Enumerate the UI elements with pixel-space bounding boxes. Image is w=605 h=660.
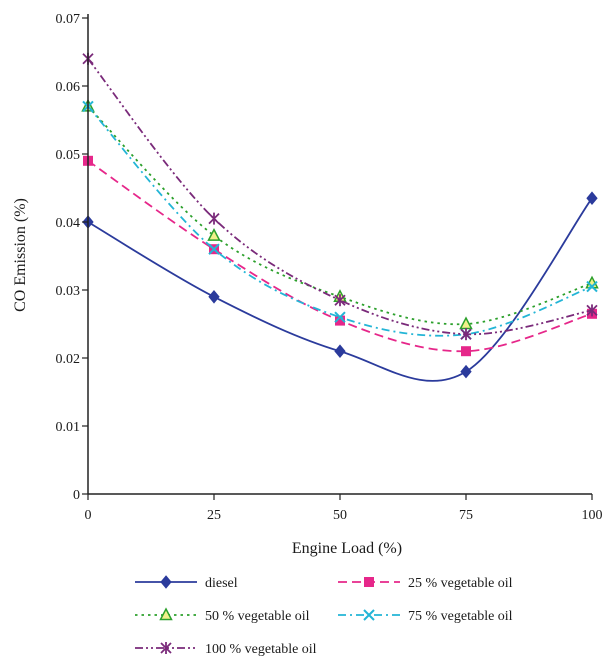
ticks: 0 0.01 0.02 0.03 0.04 0.05 0.06 0.07 0 25 50 75 100: [56, 12, 603, 523]
legend-marker: [363, 609, 375, 621]
legend-marker: [364, 577, 374, 587]
series-3-point-2: [334, 311, 346, 323]
y-tick-label: 0: [73, 488, 80, 503]
series-4-point-2: [334, 294, 346, 307]
legend-label: 100 % vegetable oil: [205, 642, 317, 657]
series-0-point-2: [334, 344, 346, 358]
legend-label: diesel: [205, 576, 238, 591]
series-4-point-3: [460, 328, 472, 341]
series-line-3: [87, 105, 593, 337]
y-axis-title: CO Emission (%): [12, 198, 29, 312]
x-tick-label: 25: [207, 508, 221, 523]
series-line-4: [87, 58, 593, 336]
legend-label: 50 % vegetable oil: [205, 609, 310, 624]
legend-item: 100 % vegetable oil: [135, 642, 317, 657]
legend-marker: [159, 607, 173, 621]
series-0-point-3: [460, 364, 472, 379]
series-4-point-1: [208, 212, 220, 225]
legend-item: 75 % vegetable oil: [338, 609, 513, 624]
y-tick-label: 0.01: [56, 420, 81, 435]
y-tick-label: 0.03: [56, 284, 81, 299]
axes: [87, 14, 592, 495]
legend-item: 25 % vegetable oil: [338, 576, 513, 591]
series-0-point-1: [208, 290, 220, 304]
y-tick-label: 0.04: [56, 216, 81, 231]
plot-area: [81, 52, 599, 382]
y-tick-label: 0.05: [56, 148, 81, 163]
legend-item: 50 % vegetable oil: [135, 607, 310, 624]
x-tick-label: 100: [582, 508, 603, 523]
series-4-point-4: [586, 304, 598, 317]
series-3-point-1: [208, 243, 220, 255]
legend-item: diesel: [135, 575, 238, 591]
x-tick-label: 75: [459, 508, 473, 523]
y-tick-label: 0.07: [56, 12, 81, 27]
legend-marker: [160, 575, 172, 589]
legend-label: 75 % vegetable oil: [408, 609, 513, 624]
legend: diesel 25 % vegetable oil 50 % vegetable o…: [135, 575, 513, 657]
x-axis-title: Engine Load (%): [292, 540, 402, 557]
series-line-0: [87, 197, 593, 382]
series-2-point-1: [207, 227, 221, 241]
series-0-point-4: [586, 191, 598, 205]
legend-label: 25 % vegetable oil: [408, 576, 513, 591]
legend-marker: [160, 642, 172, 654]
x-tick-label: 50: [333, 508, 347, 523]
y-tick-label: 0.06: [56, 80, 81, 95]
y-tick-label: 0.02: [56, 352, 81, 367]
series-3-point-4: [586, 280, 598, 293]
x-tick-label: 0: [85, 508, 92, 523]
series-1-point-3: [461, 346, 471, 357]
